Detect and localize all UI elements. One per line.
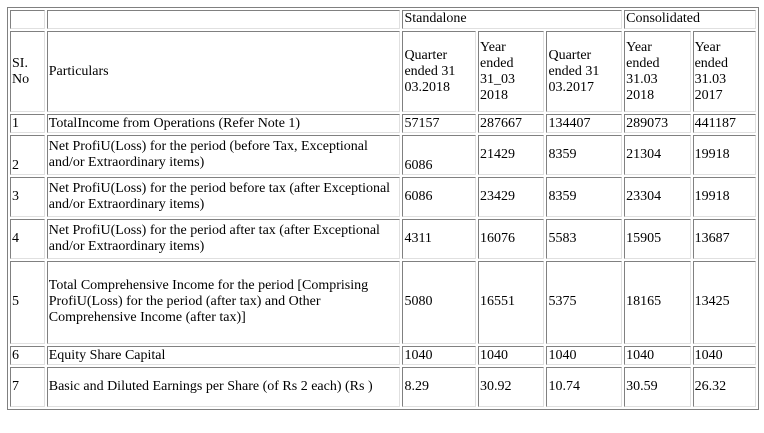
row-number: 3: [10, 177, 45, 217]
row-number: 7: [10, 367, 45, 407]
consolidated-year-2018-value: 23304: [624, 177, 691, 217]
consolidated-year-2018-value: 15905: [624, 218, 691, 259]
standalone-quarter-2017-value: 8359: [546, 135, 623, 176]
standalone-quarter-2017-value: 10.74: [546, 367, 623, 407]
standalone-year-2018-value: 23429: [478, 177, 545, 217]
consolidated-year-2017-value: 441187: [692, 114, 756, 134]
consolidated-year-2018-value: 21304: [624, 135, 691, 176]
row-number: 6: [10, 346, 45, 366]
standalone-quarter-2017-value: 8359: [546, 177, 623, 217]
standalone-quarter-2017-value: 1040: [546, 346, 623, 366]
standalone-year-2018-value: 287667: [478, 114, 545, 134]
table-row: 6 Equity Share Capital 1040 1040 1040 10…: [10, 346, 756, 366]
consolidated-year-2017-header: Year ended 31.03 2017: [692, 30, 756, 113]
consolidated-year-2017-value: 19918: [692, 177, 756, 217]
standalone-quarter-2018-value: 6086: [402, 177, 477, 217]
financial-results-table: Standalone Consolidated SI. No Particula…: [8, 8, 758, 409]
empty-header-cell: [10, 10, 45, 29]
standalone-quarter-2018-value: 8.29: [402, 367, 477, 407]
consolidated-year-2018-header: Year ended 31.03 2018: [624, 30, 691, 113]
row-particulars: Net ProfiU(Loss) for the period before t…: [46, 177, 401, 217]
standalone-quarter-2018-value: 5080: [402, 260, 477, 345]
consolidated-year-2017-value: 26.32: [692, 367, 756, 407]
table-row: 1 TotalIncome from Operations (Refer Not…: [10, 114, 756, 134]
standalone-quarter-2018-header: Quarter ended 31 03.2018: [402, 30, 477, 113]
consolidated-year-2017-value: 19918: [692, 135, 756, 176]
table-row: 2 Net ProfiU(Loss) for the period (befor…: [10, 135, 756, 176]
standalone-quarter-2017-value: 5583: [546, 218, 623, 259]
row-number: 4: [10, 218, 45, 259]
consolidated-year-2018-value: 289073: [624, 114, 691, 134]
consolidated-year-2018-value: 18165: [624, 260, 691, 345]
financial-results-table-frame: Standalone Consolidated SI. No Particula…: [7, 7, 759, 410]
row-number: 2: [10, 135, 45, 176]
consolidated-year-2017-value: 13425: [692, 260, 756, 345]
consolidated-year-2017-value: 1040: [692, 346, 756, 366]
row-number: 5: [10, 260, 45, 345]
row-particulars: Equity Share Capital: [46, 346, 401, 366]
standalone-quarter-2017-value: 5375: [546, 260, 623, 345]
table-row: 3 Net ProfiU(Loss) for the period before…: [10, 177, 756, 217]
column-header-row: SI. No Particulars Quarter ended 31 03.2…: [10, 30, 756, 113]
standalone-year-2018-value: 21429: [478, 135, 545, 176]
standalone-quarter-2017-header: Quarter ended 31 03.2017: [546, 30, 623, 113]
sl-no-header: SI. No: [10, 30, 45, 113]
particulars-header: Particulars: [46, 30, 401, 113]
empty-header-cell: [46, 10, 401, 29]
standalone-year-2018-value: 1040: [478, 346, 545, 366]
standalone-year-2018-header: Year ended 31_03 2018: [478, 30, 545, 113]
consolidated-year-2018-value: 1040: [624, 346, 691, 366]
table-row: 4 Net ProfiU(Loss) for the period after …: [10, 218, 756, 259]
standalone-year-2018-value: 16551: [478, 260, 545, 345]
standalone-year-2018-value: 30.92: [478, 367, 545, 407]
row-particulars: Basic and Diluted Earnings per Share (of…: [46, 367, 401, 407]
standalone-quarter-2018-value: 4311: [402, 218, 477, 259]
consolidated-year-2017-value: 13687: [692, 218, 756, 259]
standalone-quarter-2018-value: 1040: [402, 346, 477, 366]
row-number: 1: [10, 114, 45, 134]
standalone-quarter-2018-value: 6086: [402, 135, 477, 176]
group-header-row: Standalone Consolidated: [10, 10, 756, 29]
row-particulars: TotalIncome from Operations (Refer Note …: [46, 114, 401, 134]
standalone-quarter-2017-value: 134407: [546, 114, 623, 134]
table-row: 7 Basic and Diluted Earnings per Share (…: [10, 367, 756, 407]
row-particulars: Net ProfiU(Loss) for the period after ta…: [46, 218, 401, 259]
table-row: 5 Total Comprehensive Income for the per…: [10, 260, 756, 345]
consolidated-group-header: Consolidated: [624, 10, 756, 29]
row-particulars: Net ProfiU(Loss) for the period (before …: [46, 135, 401, 176]
consolidated-year-2018-value: 30.59: [624, 367, 691, 407]
standalone-group-header: Standalone: [402, 10, 623, 29]
standalone-year-2018-value: 16076: [478, 218, 545, 259]
standalone-quarter-2018-value: 57157: [402, 114, 477, 134]
row-particulars: Total Comprehensive Income for the perio…: [46, 260, 401, 345]
